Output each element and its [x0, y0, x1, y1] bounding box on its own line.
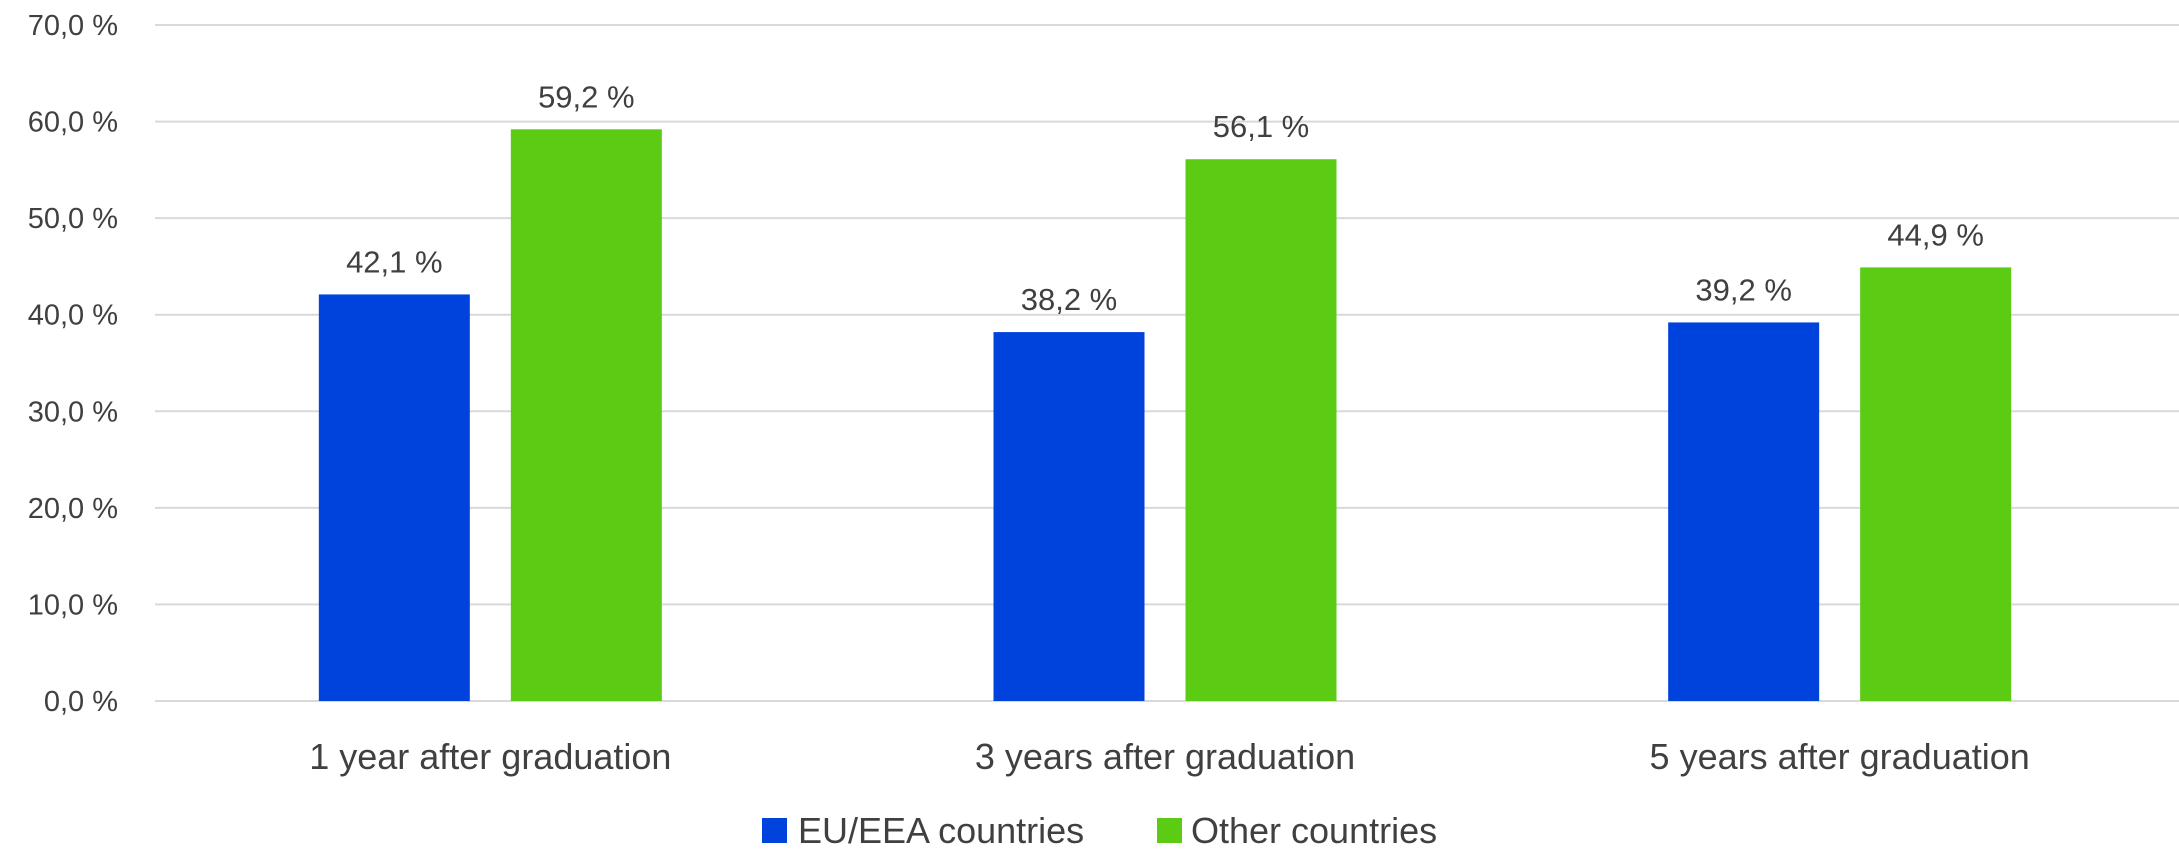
legend-swatch [762, 818, 787, 843]
legend: EU/EEA countries Other countries [762, 810, 1437, 851]
y-tick-label: 0,0 % [44, 686, 118, 718]
bar [1860, 267, 2012, 701]
bar [993, 332, 1145, 701]
y-tick-label: 40,0 % [28, 300, 118, 332]
x-category-label: 3 years after graduation [975, 736, 1355, 777]
bar [510, 129, 662, 702]
bar-data-label: 44,9 % [1887, 217, 1984, 252]
x-category-label: 1 year after graduation [309, 736, 671, 777]
bar-data-label: 56,1 % [1213, 109, 1310, 144]
legend-label: EU/EEA countries [798, 810, 1084, 851]
bar [1185, 159, 1337, 702]
bar-data-label: 38,2 % [1021, 282, 1118, 317]
y-tick-label: 60,0 % [28, 107, 118, 139]
y-tick-label: 20,0 % [28, 493, 118, 525]
bar [1668, 322, 1820, 701]
y-axis-ticks: 0,0 % 10,0 % 20,0 % 30,0 % 40,0 % 50,0 % 60,0 … [28, 10, 118, 718]
y-tick-label: 10,0 % [28, 589, 118, 621]
y-tick-label: 50,0 % [28, 203, 118, 235]
bar-data-label: 42,1 % [346, 244, 443, 279]
bar [318, 294, 470, 701]
bar-data-label: 59,2 % [538, 79, 635, 114]
bar-data-label: 39,2 % [1695, 272, 1792, 307]
bars [318, 129, 2012, 702]
legend-swatch [1157, 818, 1182, 843]
y-tick-label: 70,0 % [28, 10, 118, 42]
x-category-label: 5 years after graduation [1650, 736, 2030, 777]
x-axis-categories: 1 year after graduation 3 years after gra… [309, 736, 2030, 777]
y-tick-label: 30,0 % [28, 396, 118, 428]
data-labels: 42,1 % 59,2 % 38,2 % 56,1 % 39,2 % 44,9 % [346, 79, 1984, 317]
gridlines [155, 24, 2179, 702]
legend-label: Other countries [1191, 810, 1437, 851]
